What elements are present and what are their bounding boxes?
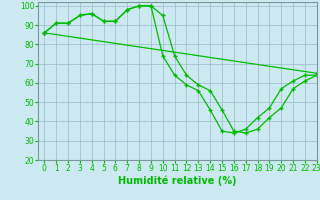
X-axis label: Humidité relative (%): Humidité relative (%) — [118, 176, 237, 186]
